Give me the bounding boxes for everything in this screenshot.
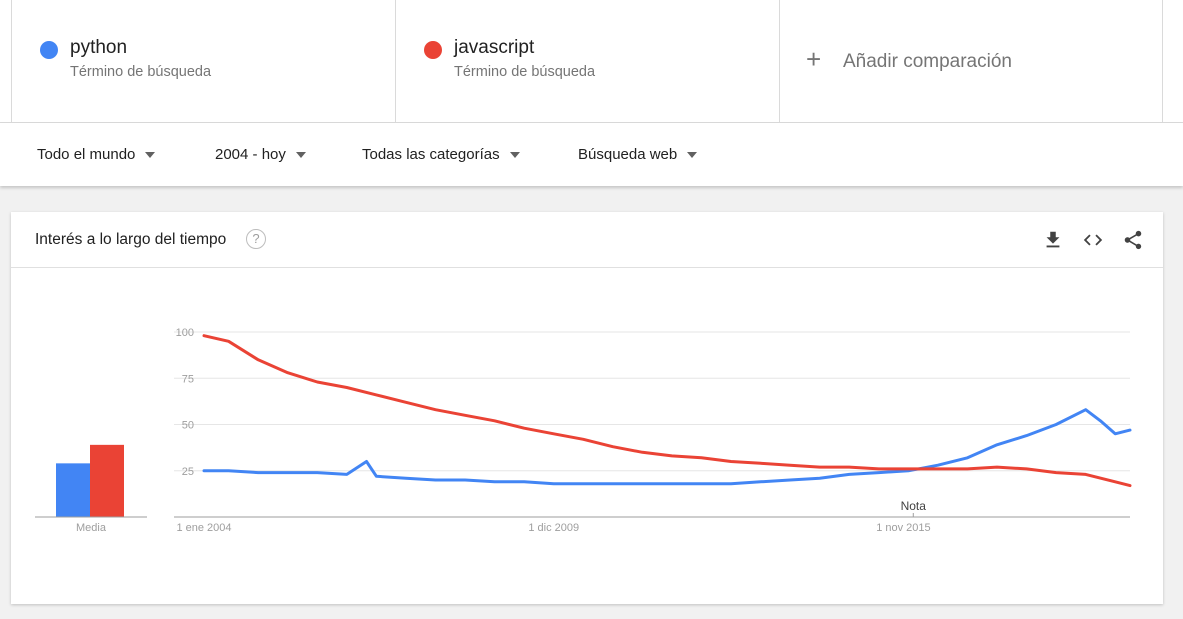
search-type-dropdown[interactable]: Búsqueda web: [578, 146, 698, 163]
x-tick-label: 1 ene 2004: [176, 522, 231, 534]
interest-over-time-card: Interés a lo largo del tiempo ? 25 50 75 10…: [11, 212, 1163, 604]
search-type-label: Búsqueda web: [578, 146, 678, 163]
x-tick-label: 1 dic 2009: [528, 522, 579, 534]
caret-down-icon: [509, 151, 520, 158]
caret-down-icon: [687, 151, 698, 158]
filter-bar: Todo el mundo 2004 - hoy Todas las categ…: [0, 123, 1183, 186]
share-icon[interactable]: [1122, 229, 1144, 251]
term-name[interactable]: javascript: [454, 37, 535, 58]
y-tick-label: 75: [182, 373, 194, 385]
caret-down-icon: [145, 151, 156, 158]
series-line-python[interactable]: [202, 408, 1132, 486]
add-comparison-button[interactable]: + Añadir comparación: [779, 0, 1163, 122]
embed-code-icon[interactable]: [1082, 229, 1104, 251]
interest-chart[interactable]: 25 50 75 100 Media 1 ene 2004 1 dic 2009 1 no…: [11, 268, 1163, 603]
x-tick-label: 1 nov 2015: [876, 522, 930, 534]
y-tick-label: 50: [182, 420, 194, 432]
download-icon[interactable]: [1042, 229, 1064, 251]
search-terms-bar: python Término de búsqueda javascript Té…: [0, 0, 1183, 123]
period-label: 2004 - hoy: [215, 146, 286, 163]
category-dropdown[interactable]: Todas las categorías: [362, 146, 520, 163]
series-line-javascript[interactable]: [202, 334, 1132, 488]
term-card-javascript[interactable]: javascript Término de búsqueda: [395, 0, 779, 122]
region-label: Todo el mundo: [37, 146, 136, 163]
term-card-python[interactable]: python Término de búsqueda: [11, 0, 395, 122]
add-comparison-label: Añadir comparación: [843, 51, 1012, 72]
average-bar-javascript[interactable]: [90, 444, 124, 517]
card-title: Interés a lo largo del tiempo: [35, 231, 227, 248]
caret-down-icon: [295, 151, 306, 158]
note-label[interactable]: Nota: [901, 499, 927, 513]
help-icon[interactable]: ?: [246, 229, 266, 249]
average-bar-python[interactable]: [56, 463, 90, 517]
region-dropdown[interactable]: Todo el mundo: [37, 146, 156, 163]
term-subtitle: Término de búsqueda: [70, 64, 212, 80]
plus-icon: +: [806, 44, 822, 74]
period-dropdown[interactable]: 2004 - hoy: [215, 146, 306, 163]
python-color-dot: [40, 41, 58, 59]
term-name[interactable]: python: [70, 37, 128, 58]
term-subtitle: Término de búsqueda: [454, 64, 596, 80]
y-tick-label: 100: [176, 327, 194, 339]
javascript-color-dot: [424, 41, 442, 59]
card-header: Interés a lo largo del tiempo ?: [11, 212, 1163, 268]
y-tick-label: 25: [182, 466, 194, 478]
category-label: Todas las categorías: [362, 146, 500, 163]
average-label: Media: [76, 522, 107, 534]
